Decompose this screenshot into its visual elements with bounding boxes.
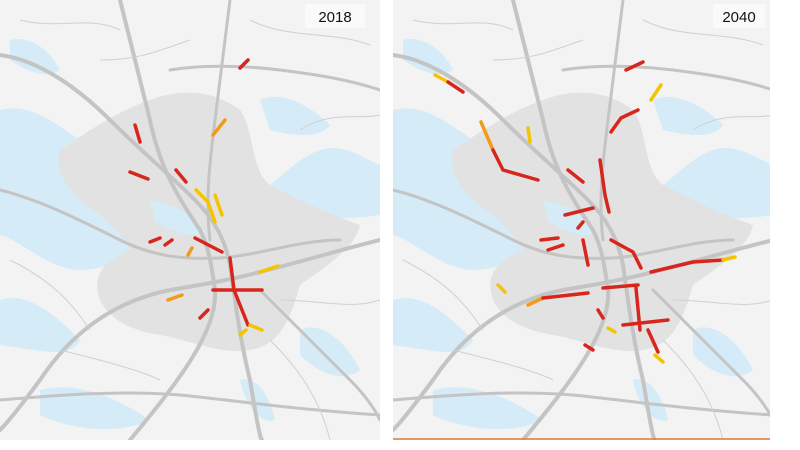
year-label: 2018 bbox=[318, 9, 351, 26]
congestion-segment bbox=[583, 308, 605, 352]
congestion-segment bbox=[148, 236, 174, 247]
congestion-segment bbox=[194, 188, 217, 224]
congestion-segment bbox=[526, 126, 532, 144]
congestion-segment bbox=[566, 168, 585, 184]
congestion-segment bbox=[539, 236, 565, 252]
congestion-segment bbox=[433, 73, 450, 84]
congestion-segment bbox=[653, 353, 665, 364]
congestion-segment bbox=[496, 283, 507, 294]
label-backdrop bbox=[305, 4, 365, 28]
congestion-segment bbox=[193, 236, 224, 254]
congestion-segments bbox=[128, 58, 280, 337]
congestion-segment bbox=[128, 170, 150, 181]
congestion-segment bbox=[649, 83, 663, 102]
congestion-segment bbox=[598, 158, 611, 214]
congestion-segment bbox=[541, 291, 590, 300]
congestion-segment bbox=[238, 58, 250, 70]
congestion-segment bbox=[133, 123, 142, 144]
congestion-segment bbox=[174, 168, 188, 184]
congestion-segment bbox=[491, 148, 540, 182]
congestion-segment bbox=[248, 323, 264, 332]
congestion-segment bbox=[198, 308, 210, 320]
congestion-segment bbox=[479, 120, 495, 152]
base-map bbox=[0, 0, 380, 440]
congestion-segment bbox=[258, 264, 280, 274]
map-panel-2018: 2018 bbox=[0, 0, 380, 440]
congestion-segment bbox=[228, 256, 250, 327]
map-panel-2040: 2040 bbox=[393, 0, 770, 440]
congestion-segment bbox=[721, 255, 737, 262]
congestion-segment bbox=[238, 328, 248, 337]
congestion-segment bbox=[609, 108, 640, 134]
congestion-segment bbox=[446, 80, 465, 94]
congestion-segment bbox=[624, 60, 645, 72]
congestion-segments bbox=[433, 60, 737, 364]
label-backdrop bbox=[713, 4, 765, 28]
congestion-segment bbox=[646, 328, 660, 354]
year-label: 2040 bbox=[722, 9, 755, 26]
congestion-segment bbox=[213, 193, 224, 217]
congestion-segment bbox=[581, 238, 590, 267]
congestion-segment bbox=[649, 258, 725, 274]
congestion-segment bbox=[211, 118, 227, 137]
congestion-segment bbox=[186, 246, 194, 257]
congestion-segment bbox=[166, 293, 184, 302]
congestion-segment bbox=[621, 318, 670, 327]
congestion-segment bbox=[609, 238, 643, 270]
congestion-segment bbox=[606, 326, 617, 334]
base-map bbox=[393, 0, 770, 440]
congestion-segment bbox=[526, 296, 545, 307]
congestion-segment bbox=[563, 206, 595, 230]
